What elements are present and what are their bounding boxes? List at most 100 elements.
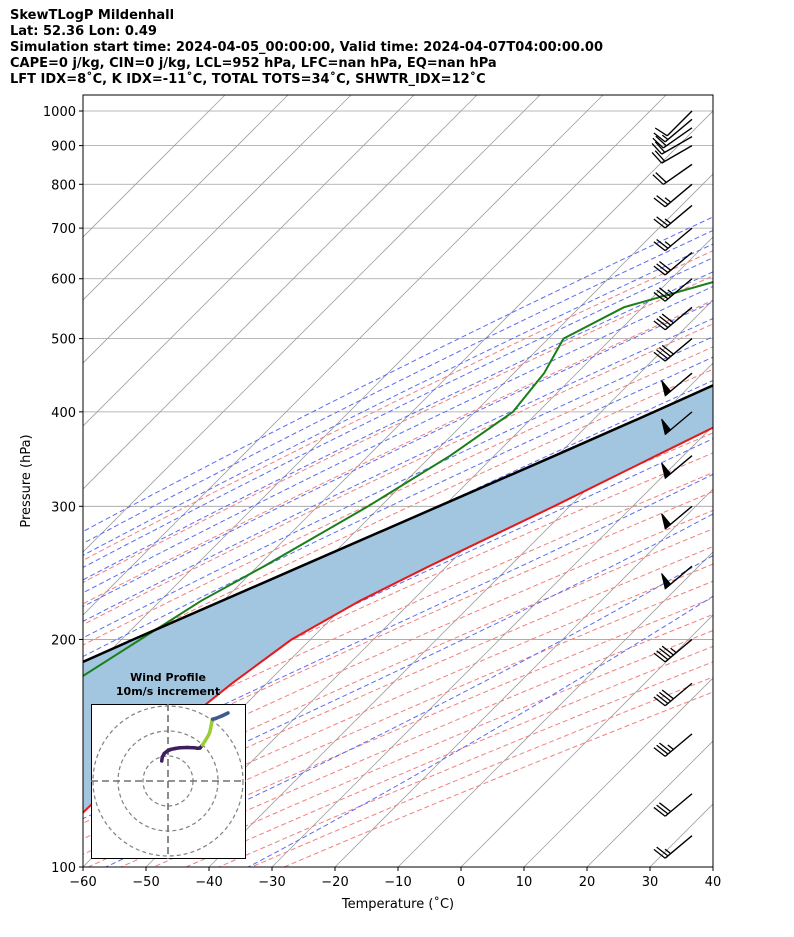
time-line: Simulation start time: 2024-04-05_00:00:… (10, 40, 603, 55)
x-tick-label: −30 (258, 875, 285, 890)
y-tick-label: 900 (51, 140, 76, 155)
wind-barb-feather (655, 172, 667, 183)
wind-barb-feather (653, 241, 666, 252)
wind-barb-feather (656, 263, 669, 274)
y-tick-label: 600 (51, 273, 76, 288)
wind-barb-staff (664, 338, 693, 362)
wind-barb-feather (656, 694, 669, 704)
wind-barb-staff (664, 227, 693, 252)
hodograph-title-line1: Wind Profile (130, 671, 206, 684)
wind-barb-feather (659, 347, 672, 357)
y-tick-label: 800 (51, 178, 76, 193)
cin-area-fill (83, 385, 713, 813)
wind-barb (653, 251, 693, 276)
y-tick-label: 500 (51, 333, 76, 348)
x-axis-label: Temperature (˚C) (341, 896, 454, 912)
wind-barb-feather (653, 747, 666, 757)
wind-barb-feather (656, 804, 669, 815)
moist-adiabat (83, 513, 713, 820)
wind-barb-feather (654, 150, 666, 162)
wind-barb-feather (659, 315, 672, 326)
wind-barb (653, 227, 693, 252)
isotherm-line (586, 740, 713, 867)
wind-barb (653, 183, 693, 208)
wind-barb-staff (664, 638, 693, 663)
cape-cin-area (83, 385, 713, 813)
y-tick-label: 1000 (43, 105, 76, 120)
parcel-line (83, 383, 713, 664)
x-tick-label: 40 (705, 875, 722, 890)
wind-barb (653, 793, 693, 817)
x-tick-label: 10 (516, 875, 533, 890)
isotherm-line (334, 488, 713, 867)
wind-barb-feather (655, 135, 667, 147)
location-line: Lat: 52.36 Lon: 0.49 (10, 24, 157, 39)
hodograph-title-line2: 10m/s increment (115, 685, 221, 698)
x-tick-label: −40 (195, 875, 222, 890)
wind-barb-feather (656, 318, 669, 328)
wind-barb-feather (651, 143, 663, 155)
hodograph-title: Wind Profile 10m/s increment (92, 671, 244, 699)
x-axis-ticks: −60 −50 −40 −30 −20 −10 0 10 20 30 40 (69, 867, 721, 890)
wind-barb-feather (653, 132, 666, 143)
wind-barb-half-feather (670, 647, 677, 654)
isotherm-line (712, 866, 713, 867)
wind-barb (653, 338, 693, 362)
wind-barb-half-feather (667, 289, 674, 295)
index-line-2: LFT IDX=8˚C, K IDX=-11˚C, TOTAL TOTS=34˚… (10, 72, 486, 87)
mixing-ratio-line (743, 95, 794, 412)
wind-barb-flag (661, 513, 672, 530)
hodograph-rings (91, 704, 246, 859)
moist-adiabat (83, 229, 713, 544)
chart-header: SkewTLogP Mildenhall Lat: 52.36 Lon: 0.4… (10, 8, 603, 88)
dry-adiabat (83, 452, 713, 740)
wind-barb (653, 118, 693, 143)
wind-barb-feather (652, 137, 664, 149)
wind-barb-feather (653, 696, 666, 707)
dry-adiabat (83, 491, 713, 775)
moist-adiabat (83, 473, 713, 773)
isotherm-line (83, 95, 226, 238)
wind-barb-feather (656, 289, 669, 300)
wind-barb-feather (652, 174, 664, 185)
x-tick-label: 0 (457, 875, 465, 890)
wind-barb-feather (656, 744, 669, 755)
wind-barb-staff (664, 306, 693, 331)
hodograph-segment (220, 711, 230, 718)
wind-barb-feather (653, 806, 666, 817)
wind-barb-staff (664, 118, 693, 143)
isotherm-line (397, 551, 713, 867)
wind-barbs (651, 110, 693, 859)
wind-barb (652, 163, 693, 186)
y-axis-ticks: 1000 900 800 700 600 500 400 300 200 100 (43, 105, 83, 876)
wind-barb-feather (651, 152, 663, 164)
wind-barb-feather (656, 349, 669, 360)
wind-barb (652, 127, 693, 149)
wind-barb-staff (664, 251, 693, 276)
wind-barb-feather (653, 652, 666, 663)
wind-barb-feather (656, 846, 669, 857)
wind-barb-feather (659, 287, 672, 298)
wind-barb-half-feather (664, 848, 672, 855)
wind-barb-staff (661, 145, 693, 164)
y-tick-label: 100 (51, 861, 76, 876)
isotherm-line (271, 425, 713, 867)
wind-barb (653, 306, 693, 331)
wind-barb-half-feather (664, 241, 672, 247)
isotherm-line (83, 95, 604, 616)
wind-barb-feather (653, 291, 666, 302)
index-line-1: CAPE=0 j/kg, CIN=0 j/kg, LCL=952 hPa, LF… (10, 56, 497, 71)
wind-barb (653, 682, 693, 707)
x-tick-label: 30 (642, 875, 659, 890)
wind-barb (661, 455, 693, 480)
wind-barb-feather (653, 265, 666, 276)
wind-barb-feather (656, 216, 669, 227)
wind-barb-feather (661, 689, 674, 700)
wind-barb-feather (659, 802, 672, 813)
isotherm-line (460, 614, 713, 867)
wind-barb-staff (666, 110, 693, 137)
y-axis-label: Pressure (hPa) (19, 434, 34, 527)
mixing-ratio-line (682, 385, 713, 413)
wind-barb-staff (664, 682, 693, 707)
temperature-line (83, 426, 713, 814)
